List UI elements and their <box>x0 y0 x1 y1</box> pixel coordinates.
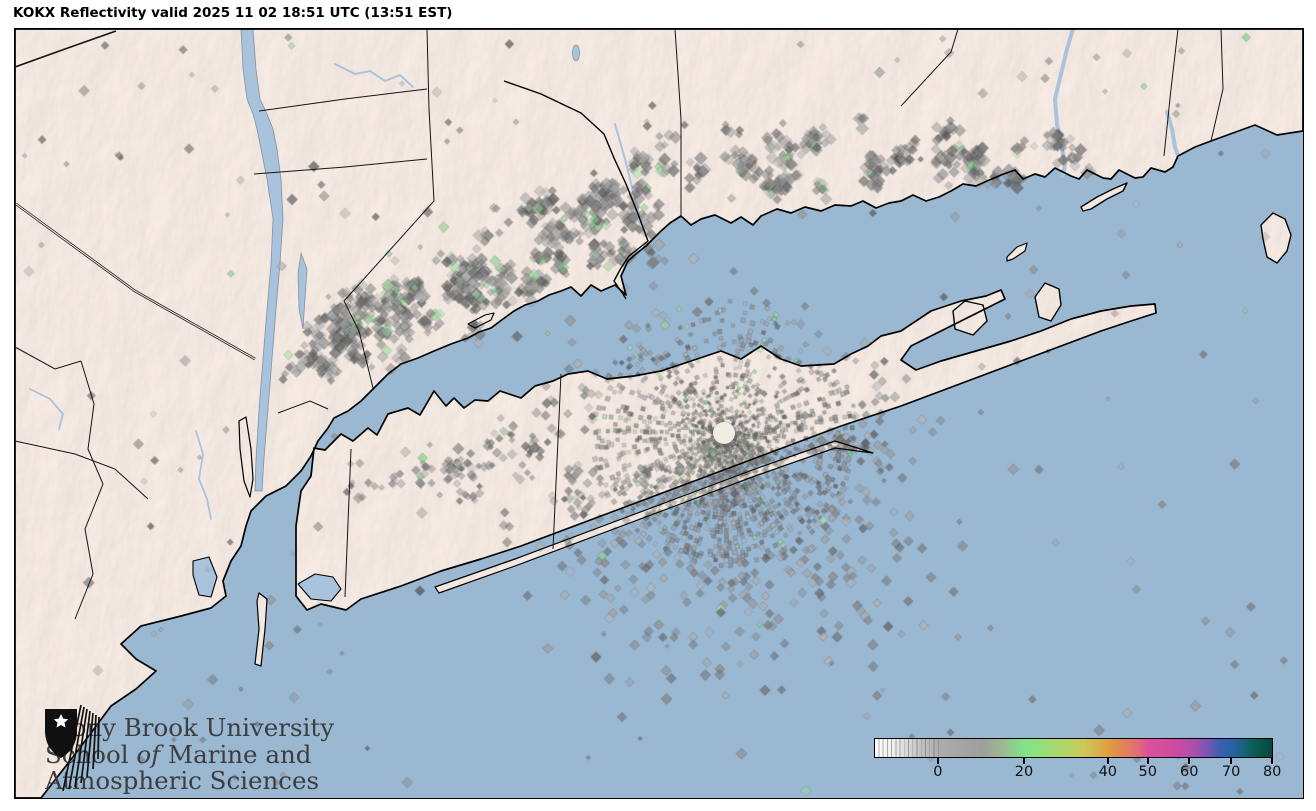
stony-brook-shield-icon <box>45 704 100 792</box>
figure-title: KOKX Reflectivity valid 2025 11 02 18:51… <box>13 5 453 21</box>
colorbar-tick-label: 40 <box>1098 764 1118 780</box>
reflectivity-colorbar: 0 20 40 50 60 70 80 <box>874 738 1281 784</box>
colorbar-binned-section <box>875 739 939 757</box>
colorbar-tick-label: 50 <box>1138 764 1157 780</box>
colorbar-tick-label: 80 <box>1262 764 1282 780</box>
radar-site-marker <box>713 422 735 444</box>
colorbar-tick-label: 70 <box>1221 764 1241 780</box>
radar-echo-layer <box>15 29 1303 798</box>
colorbar-tick-label: 60 <box>1179 764 1199 780</box>
colorbar-tick-label: 20 <box>1014 764 1034 780</box>
colorbar-tick-label: 0 <box>933 764 943 780</box>
radar-map: Stony Brook University School of Marine … <box>14 28 1304 799</box>
colorbar-ticks: 0 20 40 50 60 70 80 <box>874 758 1281 784</box>
stony-brook-logo: Stony Brook University School of Marine … <box>43 703 334 795</box>
colorbar-gradient <box>874 738 1273 758</box>
